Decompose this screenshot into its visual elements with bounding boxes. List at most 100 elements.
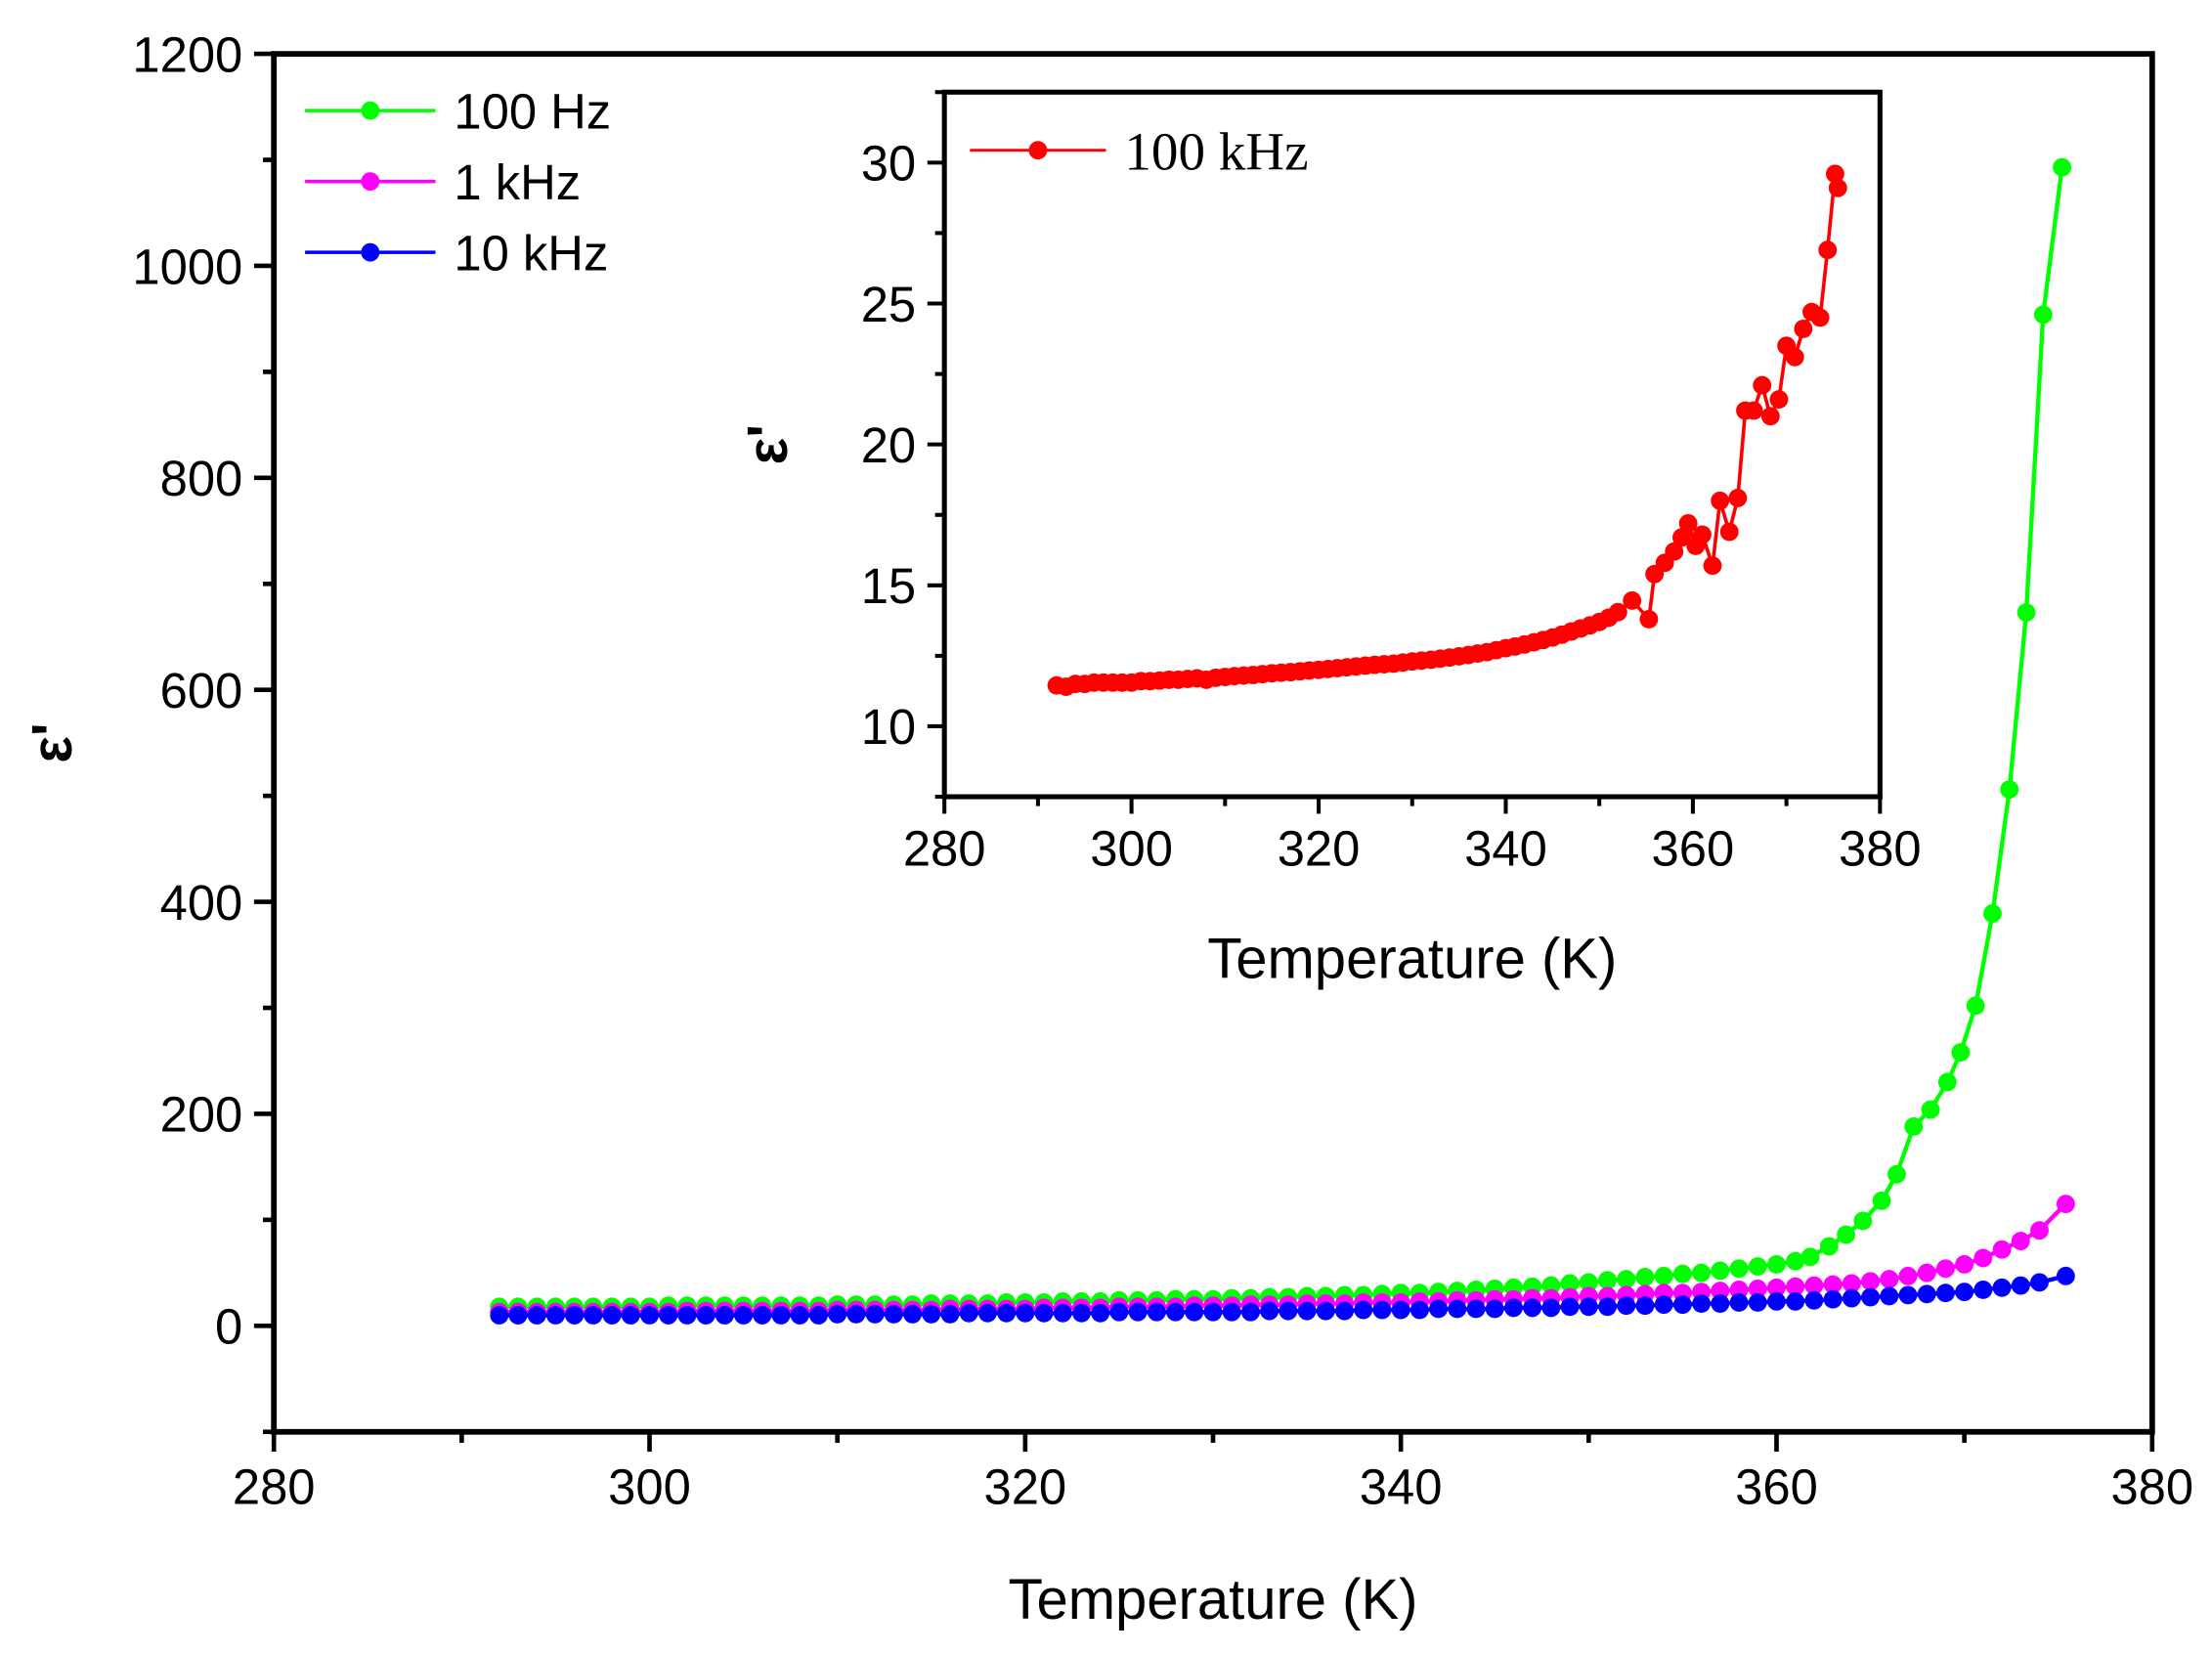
legend-marker — [361, 101, 380, 120]
data-point — [1034, 1303, 1054, 1323]
x-tick-label: 280 — [233, 1458, 316, 1514]
data-point — [1728, 489, 1748, 507]
x-tick-label: 380 — [2110, 1458, 2193, 1514]
data-point — [997, 1303, 1017, 1323]
data-point — [1466, 1299, 1486, 1319]
x-tick-label: 360 — [1735, 1458, 1818, 1514]
data-point — [1887, 1164, 1906, 1184]
data-point — [1147, 1302, 1166, 1322]
y-tick-label: 1200 — [132, 26, 242, 82]
data-point — [1654, 1266, 1673, 1285]
data-point — [1748, 1257, 1767, 1277]
data-point — [1635, 1296, 1655, 1316]
y-tick-label: 400 — [160, 875, 243, 931]
data-point — [1819, 1237, 1839, 1256]
data-point — [1825, 164, 1844, 184]
y-tick-label: 0 — [215, 1299, 242, 1355]
data-point — [1898, 1285, 1918, 1305]
data-point — [771, 1306, 791, 1325]
data-point — [715, 1306, 734, 1325]
data-point — [1767, 1255, 1786, 1274]
data-point — [1921, 1100, 1940, 1119]
data-point — [2011, 1276, 2030, 1295]
data-point — [1753, 375, 1772, 395]
data-point — [1692, 1263, 1712, 1283]
data-point — [1623, 590, 1642, 610]
data-point — [1053, 1303, 1072, 1323]
y-tick-label: 20 — [861, 417, 916, 473]
data-point — [546, 1306, 565, 1325]
data-point — [1786, 1291, 1805, 1311]
data-point — [1672, 1264, 1692, 1283]
y-tick-label: 1000 — [132, 239, 242, 294]
data-point — [1185, 1302, 1204, 1322]
data-point — [2033, 305, 2053, 325]
y-tick-label: 10 — [861, 699, 916, 755]
data-point — [1804, 1290, 1824, 1310]
main-plot: 280 300 320 340 360 380 0 200 400 600 800 1000 1200 T… — [21, 26, 2193, 1631]
data-point — [2000, 780, 2019, 800]
data-point — [1880, 1286, 1899, 1306]
data-point — [1541, 1298, 1561, 1318]
data-point — [1955, 1283, 1974, 1302]
data-point — [1804, 1276, 1824, 1295]
data-point — [1748, 1293, 1767, 1312]
data-point — [903, 1304, 922, 1324]
data-point — [659, 1306, 678, 1325]
legend-label: 10 kHz — [454, 225, 608, 281]
data-point — [1091, 1303, 1110, 1323]
data-point — [959, 1303, 978, 1323]
data-point — [1729, 1293, 1749, 1312]
data-point — [1992, 1278, 2012, 1297]
data-point — [1654, 1295, 1673, 1315]
data-point — [1560, 1274, 1580, 1293]
data-point — [1128, 1302, 1148, 1322]
data-point — [1842, 1274, 1861, 1293]
x-tick-label: 360 — [1652, 821, 1735, 877]
data-point — [1072, 1303, 1091, 1323]
data-point — [1523, 1298, 1542, 1318]
data-point — [846, 1304, 866, 1324]
data-point — [1240, 1302, 1260, 1322]
data-point — [602, 1306, 622, 1325]
data-point — [1541, 1276, 1561, 1295]
data-point — [2011, 1232, 2030, 1251]
data-point — [527, 1306, 546, 1325]
data-point — [1935, 1259, 1955, 1279]
data-point — [1973, 1281, 1993, 1299]
data-point — [1842, 1288, 1861, 1308]
legend-marker — [1028, 141, 1048, 160]
data-point — [1579, 1273, 1598, 1292]
data-point — [1785, 347, 1804, 367]
data-point — [1671, 528, 1691, 547]
data-point — [884, 1304, 903, 1324]
data-point — [1485, 1299, 1504, 1319]
legend-marker — [361, 242, 380, 262]
data-point — [1639, 609, 1659, 629]
data-point — [753, 1306, 772, 1325]
data-point — [1917, 1263, 1936, 1283]
data-point — [490, 1306, 509, 1325]
data-point — [1016, 1303, 1035, 1323]
y-axis-title: ε' — [736, 424, 800, 464]
data-point — [1872, 1191, 1891, 1210]
data-point — [1904, 1117, 1924, 1136]
x-tick-label: 380 — [1839, 821, 1922, 877]
data-point — [1880, 1270, 1899, 1289]
data-point — [1711, 1261, 1730, 1281]
data-point — [1372, 1300, 1392, 1320]
data-point — [1794, 320, 1813, 338]
x-axis-title: Temperature (K) — [1008, 1568, 1417, 1631]
data-point — [1678, 513, 1698, 533]
data-point — [696, 1306, 716, 1325]
x-tick-label: 300 — [1090, 821, 1173, 877]
data-point — [1786, 1251, 1805, 1271]
data-point — [1579, 1297, 1598, 1317]
data-point — [2017, 603, 2036, 622]
data-point — [2030, 1221, 2049, 1240]
data-point — [1391, 1300, 1410, 1320]
data-point — [1983, 904, 2002, 923]
data-point — [1703, 556, 1722, 576]
legend-label: 100 kHz — [1124, 122, 1308, 182]
